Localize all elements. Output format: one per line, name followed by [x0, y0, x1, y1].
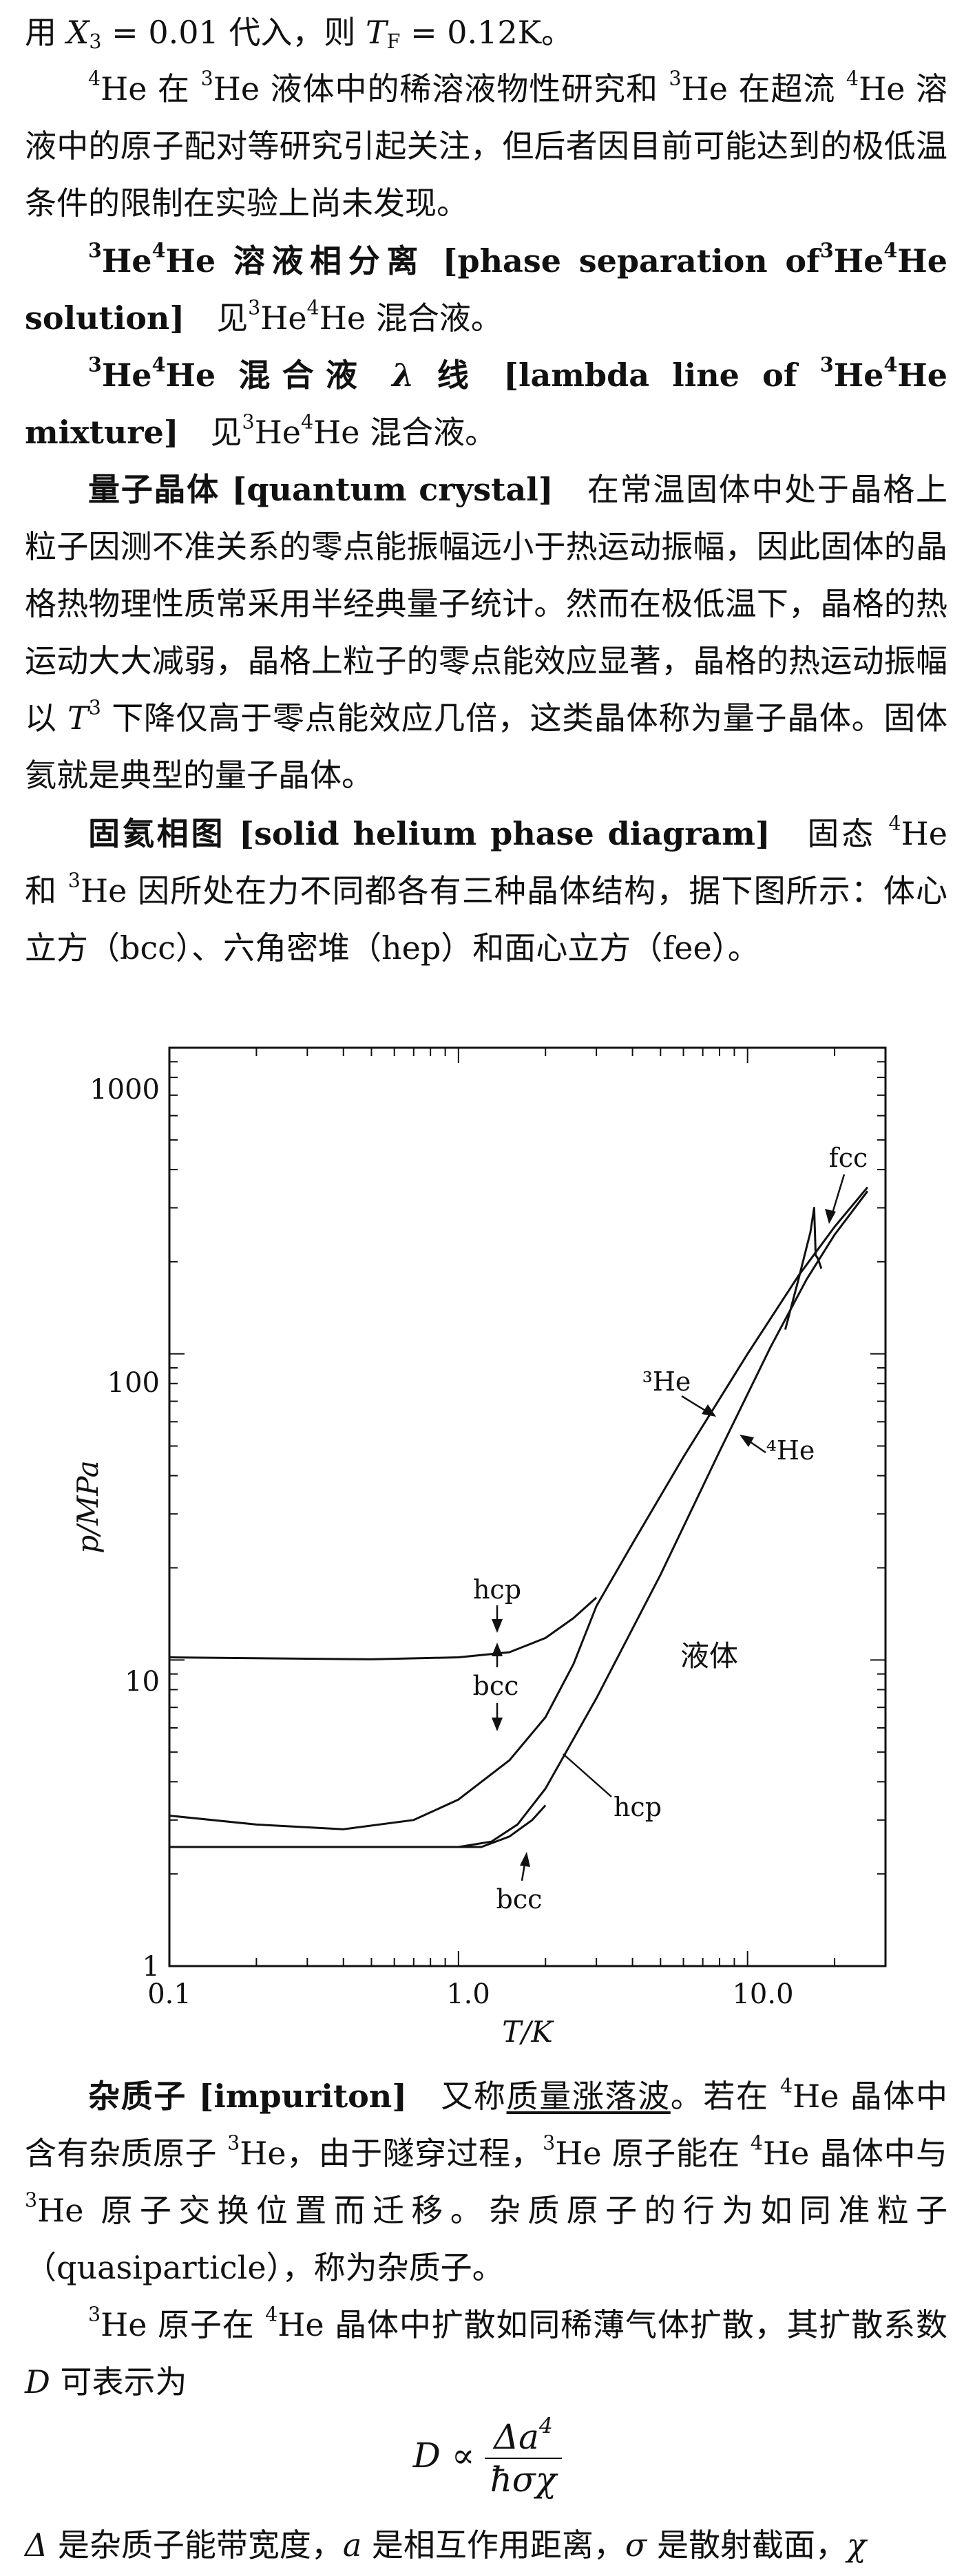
phase-boundary-2	[169, 1186, 869, 1830]
annotation-he3: ³He	[642, 1366, 691, 1397]
axis-ticks	[169, 1048, 886, 1967]
phase-curves	[169, 1186, 869, 1848]
paragraph-diffusion: 3He 原子在 4He 晶体中扩散如同稀薄气体扩散，其扩散系数 D 可表示为	[25, 2303, 947, 2400]
annotation-liquid: 液体	[680, 1639, 738, 1673]
entry-solid-helium: 固氦相图 [solid helium phase diagram] 固态 4He…	[25, 812, 948, 967]
paragraph-fermi-temperature: 用 X3 = 0.01 代入，则 TF = 0.12K。	[25, 14, 574, 54]
entry-title: 混合液	[238, 357, 392, 394]
entry-title: 固氦相图	[88, 815, 226, 852]
phase-diagram-chart: 0.1 1.0 10.0 1 10 100 1000 T/K p/MPa fcc…	[71, 1046, 887, 2049]
formula-fraction: Δa4 ħσχ	[484, 2415, 563, 2500]
entry-lambda-line: 3He4He 混合液 λ 线 [lambda line of 3He4He mi…	[25, 352, 948, 451]
entry-quantum-crystal: 量子晶体 [quantum crystal] 在常温固体中处于晶格上粒子因测不准…	[25, 471, 948, 794]
paragraph-symbol-definitions: Δ 是杂质子能带宽度，a 是相互作用距离，σ 是散射截面，χ	[25, 2526, 866, 2564]
arrowhead	[740, 1435, 754, 1447]
arrowhead	[702, 1404, 716, 1417]
annotation-he4: ⁴He	[766, 1435, 815, 1466]
link-mass-fluctuation-wave[interactable]: 质量涨落波	[506, 2078, 671, 2115]
y-axis-label: p/MPa	[71, 1460, 105, 1553]
annotation-fcc: fcc	[829, 1143, 868, 1173]
phase-boundary-1	[169, 1596, 598, 1660]
y-tick-label: 1	[143, 1951, 160, 1983]
y-tick-label: 10	[125, 1666, 160, 1698]
diffusion-formula: D ∝ Δa4 ħσχ	[0, 2415, 975, 2500]
paragraph-dilute-solution: 4He 在 3He 液体中的稀溶液物性研究和 3He 在超流 4He 溶液中的原…	[25, 67, 947, 222]
x-tick-label: 0.1	[147, 1978, 191, 2010]
x-tick-label: 10.0	[732, 1978, 793, 2010]
x-axis-label: T/K	[502, 2015, 554, 2049]
arrow-hcp-lower	[563, 1753, 612, 1797]
phase-boundary-4	[169, 1804, 547, 1848]
annotation-bcc-lower: bcc	[496, 1884, 543, 1914]
arrowhead	[825, 1209, 836, 1224]
entry-title: 溶液相分离	[233, 242, 426, 279]
plot-frame	[168, 1046, 887, 1967]
entry-title: 量子晶体	[88, 471, 220, 508]
x-tick-label: 1.0	[446, 1978, 490, 2010]
arrowhead	[520, 1852, 530, 1867]
annotation-hcp-lower: hcp	[614, 1792, 662, 1822]
annotation-arrows	[492, 1174, 846, 1881]
entry-phase-separation: 3He4He 溶液相分离 [phase separation of3He4He …	[25, 238, 947, 337]
annotations: fcc ³He ⁴He hcp bcc 液体 hcp bcc	[473, 1143, 868, 1914]
arrowhead	[492, 1619, 503, 1633]
arrowhead	[492, 1718, 503, 1731]
y-tick-label: 1000	[90, 1074, 160, 1106]
phase-boundary-5	[784, 1207, 823, 1330]
annotation-bcc-upper: bcc	[473, 1671, 519, 1701]
annotation-hcp-upper: hcp	[473, 1574, 521, 1605]
arrowhead	[492, 1643, 503, 1656]
entry-title: 杂质子	[88, 2078, 187, 2115]
tick-labels: 0.1 1.0 10.0 1 10 100 1000	[90, 1074, 793, 2010]
y-tick-label: 100	[107, 1367, 160, 1399]
entry-impuriton: 杂质子 [impuriton] 又称质量涨落波。若在 4He 晶体中含有杂质原子…	[25, 2074, 948, 2286]
